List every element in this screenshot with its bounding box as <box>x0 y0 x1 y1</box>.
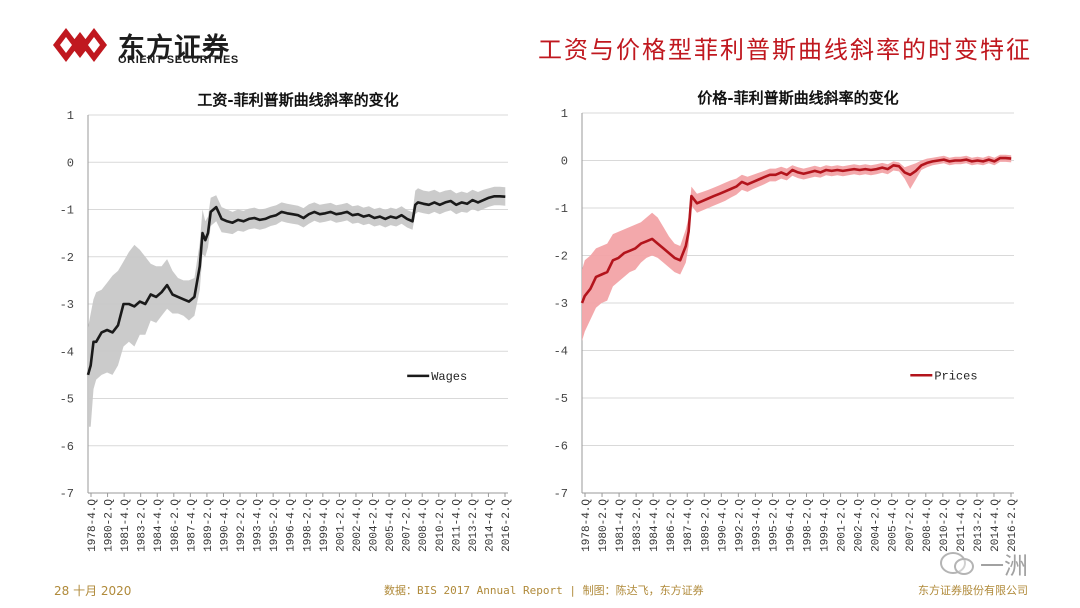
prices-x-tick-label: 1992-2.Q <box>734 499 746 552</box>
wages-x-tick-label: 1999-4.Q <box>319 499 331 552</box>
brand-name-en: ORIENT SECURITIES <box>118 54 239 66</box>
wages-x-tick-label: 1983-2.Q <box>137 499 149 552</box>
watermark-text: 一洲 <box>980 552 1028 580</box>
prices-series-line <box>580 156 1012 304</box>
page-title: 工资与价格型菲利普斯曲线斜率的时变特征 <box>538 36 1032 64</box>
wages-x-tick-label: 1986-2.Q <box>170 499 182 552</box>
prices-y-tick-label: -3 <box>554 297 568 311</box>
wages-x-tick-label: 1978-4.Q <box>87 499 99 552</box>
wages-x-tick-label: 2014-4.Q <box>484 499 496 552</box>
wages-chart-title: 工资-菲利普斯曲线斜率的变化 <box>197 91 398 109</box>
wages-x-tick-label: 1989-2.Q <box>203 499 215 552</box>
brand-name-cn: 东方证券 <box>118 33 230 64</box>
wages-y-tick-label: -4 <box>60 345 74 359</box>
wages-x-tick-label: 1984-4.Q <box>153 499 165 552</box>
prices-x-tick-label: 1998-2.Q <box>803 499 815 552</box>
prices-x-tick-label: 2005-4.Q <box>888 499 900 552</box>
wages-x-tick-label: 1995-2.Q <box>269 499 281 552</box>
wages-x-tick-label: 2002-4.Q <box>352 499 364 552</box>
wages-confidence-band <box>88 186 506 427</box>
wages-x-tick-label: 2001-2.Q <box>335 499 347 552</box>
prices-x-tick-label: 2016-2.Q <box>1007 499 1019 552</box>
prices-y-tick-label: -7 <box>554 487 568 501</box>
prices-x-tick-label: 1978-4.Q <box>581 499 593 552</box>
prices-x-tick-label: 2013-2.Q <box>973 499 985 552</box>
prices-x-tick-label: 2014-4.Q <box>990 499 1002 552</box>
wages-x-tick-label: 1980-2.Q <box>104 499 116 552</box>
wages-x-tick-label: 2008-4.Q <box>418 499 430 552</box>
wages-y-tick-label: -5 <box>60 393 74 407</box>
prices-x-tick-label: 1984-4.Q <box>649 499 661 552</box>
wages-legend-label: Wages <box>431 370 467 384</box>
prices-y-tick-label: -5 <box>554 392 568 406</box>
wages-series-line <box>86 195 506 376</box>
prices-x-tick-label: 2001-2.Q <box>837 499 849 552</box>
header: 东方证券 ORIENT SECURITIES 工资与价格型菲利普斯曲线斜率的时变… <box>0 0 1080 80</box>
footer-company: 东方证券股份有限公司 <box>918 584 1028 597</box>
wechat-icon-bubble <box>954 558 974 575</box>
orient-securities-logo: 东方证券 ORIENT SECURITIES <box>52 24 272 68</box>
prices-x-tick-label: 1990-4.Q <box>717 499 729 552</box>
prices-x-tick-label: 2010-2.Q <box>939 499 951 552</box>
wages-y-tick-label: -7 <box>60 487 74 501</box>
prices-x-tick-label: 1989-2.Q <box>700 499 712 552</box>
watermark: 一洲 <box>940 546 1050 582</box>
prices-y-tick-label: 1 <box>561 107 568 121</box>
wages-x-tick-label: 2016-2.Q <box>501 499 513 552</box>
wages-x-tick-label: 1990-4.Q <box>219 499 231 552</box>
wages-x-tick-label: 2010-2.Q <box>435 499 447 552</box>
prices-x-tick-label: 1995-2.Q <box>768 499 780 552</box>
footer: 28 十月 2020 数据：BIS 2017 Annual Report | 制… <box>0 574 1080 608</box>
wages-x-tick-label: 2007-2.Q <box>402 499 414 552</box>
wages-y-tick-label: 1 <box>67 109 74 123</box>
prices-x-tick-label: 2011-4.Q <box>956 499 968 552</box>
wages-x-tick-label: 1992-2.Q <box>236 499 248 552</box>
prices-y-tick-label: 0 <box>561 155 568 169</box>
wages-x-tick-label: 1998-2.Q <box>302 499 314 552</box>
wages-y-tick-label: 0 <box>67 156 74 170</box>
wages-x-tick-label: 1993-4.Q <box>253 499 265 552</box>
wages-chart: 工资-菲利普斯曲线斜率的变化 1 0 -1 -2 -3 -4 -5 -6 -7 1978-4.Q 19… <box>60 91 513 552</box>
prices-x-tick-label: 1987-4.Q <box>683 499 695 552</box>
wages-x-tick-label: 2011-4.Q <box>451 499 463 552</box>
prices-y-tick-label: -6 <box>554 440 568 454</box>
prices-chart-title: 价格-菲利普斯曲线斜率的变化 <box>697 89 898 107</box>
prices-x-tick-label: 2002-4.Q <box>854 499 866 552</box>
wages-y-tick-label: -2 <box>60 251 74 265</box>
prices-x-tick-label: 2008-4.Q <box>922 499 934 552</box>
footer-source: 数据：BIS 2017 Annual Report | 制图：陈达飞，东方证券 <box>384 584 704 597</box>
wages-x-tick-label: 2013-2.Q <box>468 499 480 552</box>
wages-y-tick-label: -6 <box>60 440 74 454</box>
prices-x-tick-label: 1980-2.Q <box>598 499 610 552</box>
prices-x-tick-label: 1983-2.Q <box>632 499 644 552</box>
prices-y-tick-label: -2 <box>554 250 568 264</box>
wages-y-tick-label: -1 <box>60 204 74 218</box>
prices-x-tick-label: 2007-2.Q <box>905 499 917 552</box>
prices-y-tick-label: -4 <box>554 345 568 359</box>
wages-x-tick-label: 1981-4.Q <box>120 499 132 552</box>
prices-x-tick-label: 1999-4.Q <box>820 499 832 552</box>
prices-y-tick-label: -1 <box>554 202 568 216</box>
wages-y-tick-label: -3 <box>60 298 74 312</box>
prices-x-tick-label: 1996-4.Q <box>785 499 797 552</box>
prices-x-tick-label: 2004-2.Q <box>871 499 883 552</box>
prices-x-tick-label: 1981-4.Q <box>615 499 627 552</box>
prices-x-tick-label: 1986-2.Q <box>666 499 678 552</box>
wages-x-tick-label: 1996-4.Q <box>286 499 298 552</box>
logo-diamond-icon <box>53 28 107 62</box>
prices-confidence-band <box>582 154 1012 341</box>
wages-x-tick-label: 2005-4.Q <box>385 499 397 552</box>
wages-x-tick-label: 2004-2.Q <box>369 499 381 552</box>
footer-date: 28 十月 2020 <box>54 584 132 598</box>
prices-x-tick-label: 1993-4.Q <box>751 499 763 552</box>
wages-x-tick-label: 1987-4.Q <box>186 499 198 552</box>
prices-legend-label: Prices <box>934 369 977 383</box>
